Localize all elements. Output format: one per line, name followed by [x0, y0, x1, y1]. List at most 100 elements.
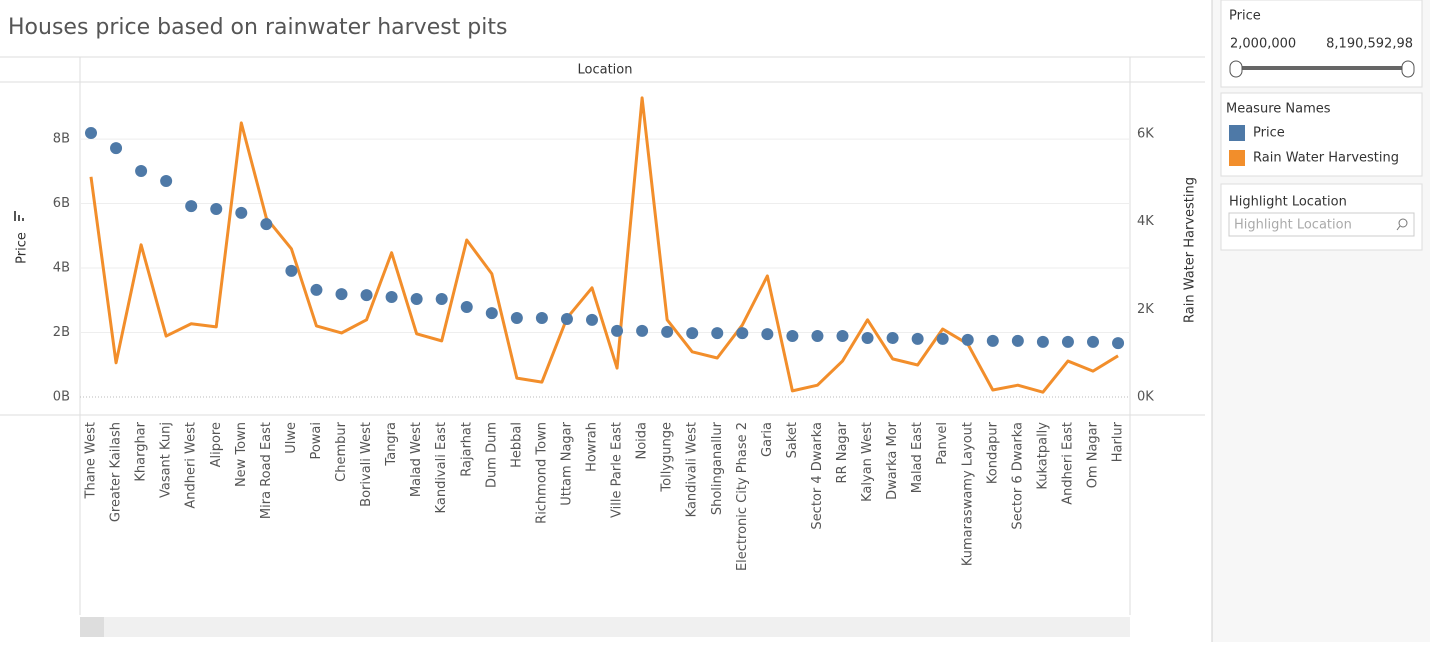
- highlight-placeholder: Highlight Location: [1234, 218, 1352, 233]
- x-tick-label: Sholinganallur: [710, 421, 725, 515]
- dot: [861, 331, 874, 344]
- y2-tick-label: 4K: [1137, 214, 1154, 229]
- dot: [736, 327, 749, 340]
- dot: [160, 174, 173, 187]
- x-tick-label: Panvel: [935, 422, 950, 465]
- x-tick-label: Vasant Kunj: [159, 422, 174, 498]
- slider-handle[interactable]: [1401, 60, 1415, 78]
- dot: [385, 291, 398, 304]
- x-tick-label: Powai: [309, 422, 324, 460]
- dot: [360, 289, 373, 302]
- x-tick-label: Saket: [785, 422, 800, 458]
- x-tick-label: Sector 4 Dwarka: [810, 422, 825, 530]
- x-tick-label: Howrah: [585, 422, 600, 472]
- x-tick-label: Andheri East: [1060, 422, 1075, 505]
- dot: [961, 333, 974, 346]
- dot: [110, 142, 123, 155]
- dot: [936, 332, 949, 345]
- x-tick-label: Dwarka Mor: [885, 421, 900, 500]
- x-tick-label: Kondapur: [985, 421, 1000, 484]
- x-tick-label: Chembur: [334, 421, 349, 481]
- x-tick-label: Richmond Town: [534, 422, 549, 524]
- dot: [611, 324, 624, 337]
- filter-card: [1220, 0, 1423, 88]
- x-tick-label: Kumaraswamy Layout: [960, 422, 975, 566]
- dot: [836, 330, 849, 343]
- x-tick-label: Andheri West: [184, 422, 199, 509]
- scroll-thumb[interactable]: [80, 617, 104, 637]
- x-tick-label: Electronic City Phase 2: [735, 422, 750, 571]
- dot: [235, 206, 248, 219]
- x-tick-label: Tollygunge: [660, 422, 675, 493]
- dot: [435, 292, 448, 305]
- dot: [686, 327, 699, 340]
- legend-card: [1220, 92, 1423, 177]
- x-tick-label: Ulwe: [284, 422, 299, 454]
- dot: [661, 325, 674, 338]
- legend-label: Price: [1253, 126, 1285, 141]
- dot: [886, 331, 899, 344]
- dot: [911, 332, 924, 345]
- chart-title: Houses price based on rainwater harvest …: [8, 15, 507, 40]
- x-tick-label: Rajarhat: [459, 422, 474, 477]
- dot: [535, 311, 548, 324]
- x-tick-label: Harlur: [1111, 421, 1126, 462]
- x-tick-label: Dum Dum: [484, 422, 499, 488]
- y2-tick-label: 2K: [1137, 302, 1154, 317]
- dot: [260, 218, 273, 231]
- dot: [85, 126, 97, 139]
- x-tick-label: Noida: [635, 422, 650, 460]
- x-tick-label: Garia: [760, 422, 775, 457]
- dot: [410, 292, 423, 305]
- search-icon: [1396, 218, 1408, 231]
- legend-swatch: [1229, 125, 1245, 141]
- slider-handle[interactable]: [1229, 60, 1243, 78]
- dot: [986, 334, 999, 347]
- legend-label: Rain Water Harvesting: [1253, 151, 1399, 166]
- x-tick-label: Kandivali West: [685, 422, 700, 517]
- dot: [761, 328, 774, 341]
- dot: [1087, 335, 1099, 348]
- dot: [460, 301, 473, 314]
- dot: [510, 311, 523, 324]
- y-tick-label: 8B: [53, 132, 70, 147]
- legend-swatch: [1229, 150, 1245, 166]
- x-tick-label: Kalyan West: [860, 422, 875, 502]
- dot: [135, 164, 148, 177]
- scrollbar[interactable]: [80, 617, 1130, 637]
- highlight-input[interactable]: [1228, 212, 1415, 237]
- y-tick-label: 4B: [53, 261, 70, 276]
- x-tick-label: Alipore: [209, 422, 224, 467]
- dot: [786, 330, 799, 343]
- dot: [185, 200, 198, 213]
- x-tick-label: Tangra: [384, 422, 399, 467]
- dot: [210, 203, 223, 216]
- y-tick-label: 0B: [53, 389, 70, 404]
- dot: [1112, 337, 1125, 350]
- y2-axis-label: Rain Water Harvesting: [1183, 177, 1198, 323]
- dot: [560, 312, 573, 325]
- x-tick-label: Greater Kailash: [109, 422, 124, 522]
- x-tick-label: Thane West: [84, 422, 99, 499]
- dot: [285, 264, 298, 277]
- y-tick-label: 6B: [53, 196, 70, 211]
- x-tick-label: Mira Road East: [259, 422, 274, 519]
- x-tick-label: Kukatpally: [1035, 422, 1050, 490]
- dot: [711, 327, 724, 340]
- x-tick-label: New Town: [234, 422, 249, 487]
- dot: [586, 313, 598, 326]
- dot: [811, 330, 824, 343]
- y-tick-label: 2B: [53, 325, 70, 340]
- x-tick-label: Malad East: [910, 422, 925, 493]
- slider-track[interactable]: [1236, 66, 1408, 70]
- y-axis-label: Price: [15, 232, 30, 264]
- dot: [485, 307, 498, 320]
- x-tick-label: Sector 6 Dwarka: [1010, 422, 1025, 530]
- highlight-title: Highlight Location: [1229, 195, 1347, 210]
- dot: [636, 324, 649, 337]
- x-tick-label: Ville Parle East: [610, 422, 625, 518]
- dot: [1061, 335, 1074, 348]
- x-tick-label: Malad West: [409, 422, 424, 497]
- x-tick-label: Borivali West: [359, 422, 374, 507]
